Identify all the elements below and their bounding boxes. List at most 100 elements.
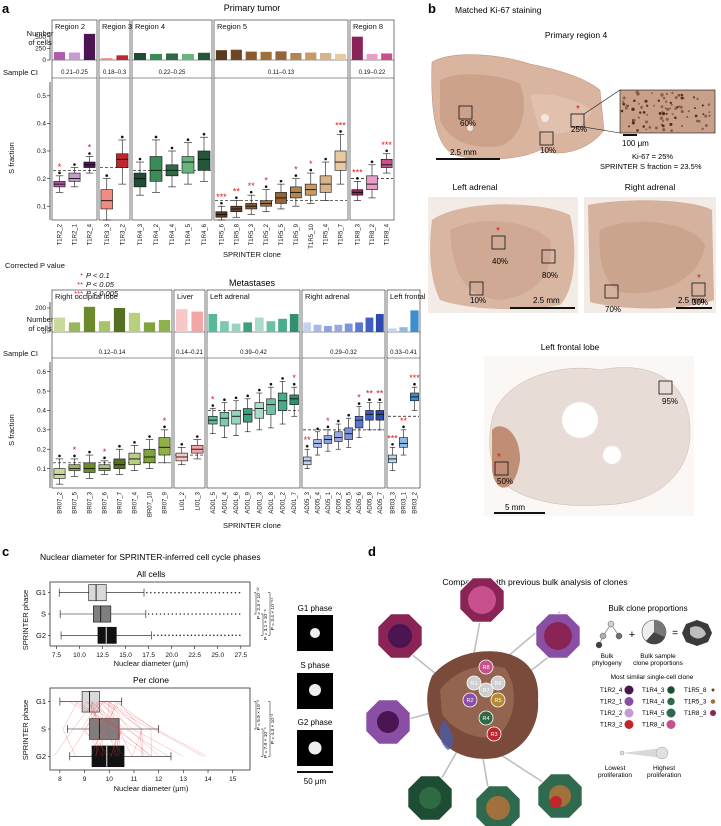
met-outlier (316, 427, 319, 431)
ki67-nucleus (707, 103, 711, 106)
lf-pct-50: 50% (497, 477, 513, 486)
met-count-bar (191, 311, 204, 332)
met-box (143, 448, 156, 464)
primary-clone-label: T1R4_2 (154, 223, 160, 245)
met-clone-label: AD05_8 (367, 491, 373, 513)
met-count-bar (334, 324, 343, 332)
met-clone-label: AD05_1 (326, 491, 332, 513)
primary-region-name: Region 3 (102, 22, 132, 31)
primary-outlier (370, 160, 374, 164)
legend-label-t1r5_3: T1R5_3 (684, 699, 707, 706)
all-cells-outlier (153, 634, 155, 637)
met-count-tick-label: 200 (35, 305, 46, 312)
ki67-nucleus (660, 105, 664, 109)
bulk-sample-1: Bulk sample (640, 653, 676, 660)
scale-2-5mm-b: 2.5 mm (533, 296, 560, 305)
all-cells-outlier (215, 613, 217, 615)
ki67-nucleus (622, 96, 626, 100)
most-similar-title: Most similar single-cell clone (611, 674, 694, 681)
per-clone-trajectory (62, 701, 78, 757)
ki67-nucleus (676, 106, 679, 108)
ki67-nucleus (658, 112, 662, 115)
met-outlier (281, 377, 284, 380)
metastases-title: Metastases (229, 278, 276, 288)
ki67-zoom-nuclei (620, 90, 711, 133)
primary-count-bar (68, 52, 81, 60)
met-clone-label: AD01_8 (269, 491, 275, 513)
ki67-nucleus (695, 119, 699, 123)
primary-outlier (294, 174, 298, 177)
per-clone-x-tick-label: 9 (83, 776, 87, 783)
met-number-of-cells-label-1: Number (27, 315, 54, 324)
all-cells-outlier (224, 634, 226, 637)
met-clone-label: BR07_4 (133, 491, 139, 513)
per-clone-p-value: P = 5.9 × 10⁻³ (256, 700, 262, 731)
per-clone-p-bracket (268, 701, 271, 757)
met-y-tick-label: 0.6 (37, 369, 46, 376)
primary-clone-label: T1R5_10 (309, 223, 315, 248)
all-cells-outlier (195, 613, 197, 615)
met-clone-label: AD05_3 (305, 491, 311, 513)
primary-significance-stars: * (58, 162, 62, 172)
primary-outlier (186, 138, 190, 142)
ki67-nucleus (642, 110, 646, 114)
per-clone-p-value: P = 7.0 × 10⁻⁴ (263, 727, 269, 758)
all-cells-outlier (219, 613, 221, 615)
all-cells-outlier (194, 634, 196, 637)
p4-pct-25: 25% (571, 125, 587, 134)
ki67-nucleus (680, 109, 684, 114)
ki67-nucleus (638, 102, 640, 105)
all-cells-outlier (239, 634, 241, 637)
met-region-frame (51, 289, 173, 489)
c-ylabel-all: SPRINTER phase (21, 590, 30, 650)
per-clone-x-tick-label: 15 (229, 776, 237, 783)
primary-box (334, 150, 347, 171)
node-label-r2: R2 (466, 698, 473, 704)
node-label-r7: R7 (482, 688, 489, 694)
all-cells-outlier (154, 591, 156, 594)
primary-outlier (279, 179, 283, 183)
svg-text:*: * (496, 226, 500, 237)
legend-swatch-t1r4_4 (667, 697, 675, 706)
met-box (254, 402, 264, 419)
met-count-bar (410, 310, 419, 332)
ki67-nucleus (665, 92, 669, 96)
primary-clone-label: T1R3_3 (105, 223, 111, 245)
primary-significance-stars: * (294, 165, 298, 175)
highest-proliferation-2: proliferation (647, 772, 681, 779)
met-box (219, 412, 230, 427)
primary-y-tick-label: 0.2 (37, 176, 46, 183)
primary-region-frame (349, 19, 395, 221)
met-y-tick-label: 0.3 (37, 427, 46, 434)
ki67-nucleus (666, 107, 670, 111)
primary-clone-label: T1R8_3 (355, 223, 361, 245)
p-legend-text-2: P < 0.05 (86, 280, 115, 289)
primary-outlier (202, 132, 206, 136)
met-box (289, 394, 299, 405)
legend-swatch-t1r2_4 (624, 685, 634, 695)
primary-significance-stars: * (88, 143, 92, 153)
all-cells-outlier (178, 591, 180, 594)
ki67-nucleus (640, 105, 644, 109)
all-cells-outlier (175, 634, 178, 637)
primary-count-bar (290, 53, 302, 60)
node-label-r5: R5 (494, 698, 501, 704)
primary-significance-stars: ** (233, 187, 241, 197)
primary-count-bar (53, 52, 66, 60)
met-clone-label: AD01_5 (211, 491, 217, 513)
all-cells-outlier (162, 591, 164, 594)
met-y-tick-label: 0.2 (37, 446, 46, 453)
node-r7 (478, 682, 494, 698)
met-significance-stars: * (292, 373, 296, 383)
all-cells-outlier (235, 634, 237, 637)
all-cells-outlier (210, 591, 213, 594)
legend-label-t1r2_4: T1R2_4 (600, 687, 623, 694)
primary-region-ci: 0.18–0.3 (103, 70, 127, 76)
met-outlier (269, 382, 273, 386)
all-cells-p-value: P = 3.4 × 10⁻⁵⁴ (270, 598, 276, 631)
primary-clone-label: T1R4_6 (202, 223, 208, 245)
met-clone-label: BR07_2 (58, 491, 64, 513)
g1-phase-label: G1 phase (298, 604, 333, 613)
met-clone-label: AD05_2 (336, 491, 342, 513)
panel-a-charts: 0 250 500 0.1 0.2 0.3 0.4 0.5 Region 2 0.21–0.25 *… (35, 19, 442, 517)
